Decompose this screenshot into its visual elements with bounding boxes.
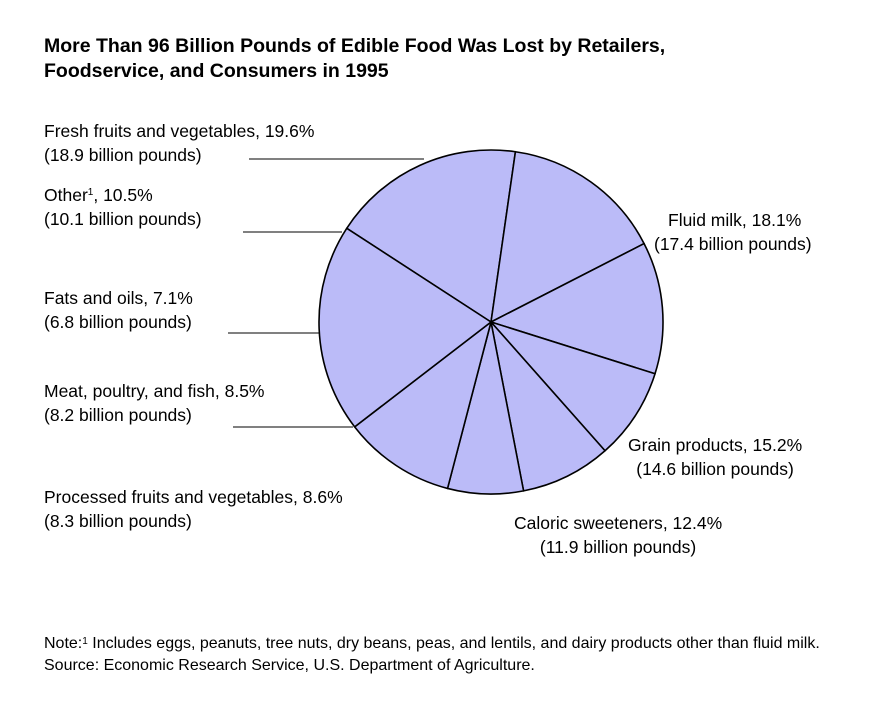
pie-slice-meat-poultry-and-fish xyxy=(490,321,606,492)
label-percent: , 18.1% xyxy=(741,210,802,230)
label-name: Grain products xyxy=(628,435,743,455)
label-name: Other xyxy=(44,185,88,205)
note-text: Includes eggs, peanuts, tree nuts, dry b… xyxy=(44,635,820,674)
label-amount: (18.9 billion pounds) xyxy=(44,145,202,165)
label-fresh-fruits-vegetables: Fresh fruits and vegetables, 19.6% (18.9… xyxy=(44,119,314,167)
label-fats-oils: Fats and oils, 7.1% (6.8 billion pounds) xyxy=(44,286,193,334)
pie-slice-other xyxy=(353,321,492,490)
label-name: Fresh fruits and vegetables xyxy=(44,121,256,141)
chart-title: More Than 96 Billion Pounds of Edible Fo… xyxy=(44,34,844,84)
label-percent: , 10.5% xyxy=(93,185,153,205)
pie-slice-caloric-sweeteners xyxy=(490,242,664,375)
label-amount: (17.4 billion pounds) xyxy=(654,234,812,254)
label-percent: , 8.5% xyxy=(214,381,265,401)
label-footnote-marker: 1 xyxy=(87,187,94,198)
label-name: Caloric sweeteners xyxy=(514,513,663,533)
label-caloric-sweeteners: Caloric sweeteners, 12.4% (11.9 billion … xyxy=(514,511,722,559)
label-percent: , 19.6% xyxy=(255,121,315,141)
label-processed-fruits-vegetables: Processed fruits and vegetables, 8.6% (8… xyxy=(44,485,343,533)
label-name: Processed fruits and vegetables xyxy=(44,487,294,507)
label-other: Other1, 10.5% (10.1 billion pounds) xyxy=(44,183,202,231)
label-amount: (11.9 billion pounds) xyxy=(539,537,697,557)
pie-slice-fluid-milk xyxy=(345,149,517,323)
label-name: Fats and oils xyxy=(44,288,144,308)
label-name: Fluid milk xyxy=(668,210,742,230)
label-amount: (8.3 billion pounds) xyxy=(44,511,192,531)
chart-title-line-1: More Than 96 Billion Pounds of Edible Fo… xyxy=(44,35,666,57)
chart-title-line-2: Foodservice, and Consumers in 1995 xyxy=(44,60,389,82)
pie-slice-processed-fruits-and-vegetables xyxy=(490,321,656,452)
footnote: Note:1 Includes eggs, peanuts, tree nuts… xyxy=(44,633,844,677)
label-percent: , 15.2% xyxy=(742,435,803,455)
label-percent: , 8.6% xyxy=(293,487,343,507)
label-grain-products: Grain products, 15.2% (14.6 billion poun… xyxy=(628,433,802,481)
label-amount: (10.1 billion pounds) xyxy=(44,209,202,229)
label-meat-poultry-fish: Meat, poultry, and fish, 8.5% (8.2 billi… xyxy=(44,379,265,427)
pie-slice-grain-products xyxy=(490,150,645,323)
label-amount: (6.8 billion pounds) xyxy=(44,312,192,332)
label-amount: (8.2 billion pounds) xyxy=(44,405,192,425)
label-fluid-milk: Fluid milk, 18.1% (17.4 billion pounds) xyxy=(654,208,812,256)
label-percent: , 12.4% xyxy=(662,513,723,533)
pie-slice-fresh-fruits-and-vegetables xyxy=(318,227,492,428)
label-name: Meat, poultry, and fish xyxy=(44,381,215,401)
label-percent: , 7.1% xyxy=(143,288,193,308)
label-amount: (14.6 billion pounds) xyxy=(636,459,794,479)
note-prefix: Note: xyxy=(44,635,83,652)
note-footnote-marker: 1 xyxy=(82,636,88,647)
